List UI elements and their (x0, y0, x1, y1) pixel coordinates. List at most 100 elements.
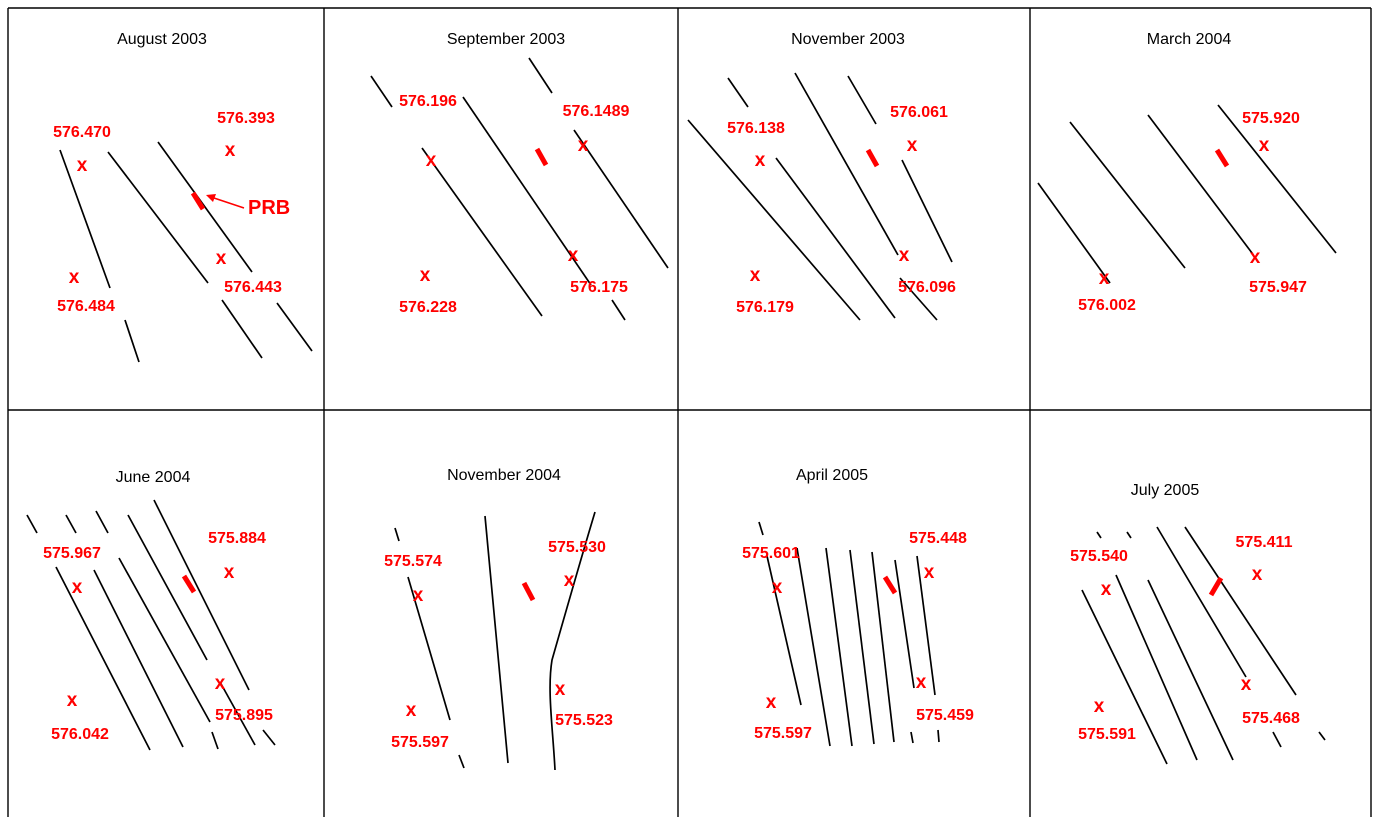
panel-june-2004: June 2004 575.967 x 575.884 x x 576.042 … (26, 469, 276, 751)
prb-pointer-arrow (206, 194, 245, 209)
well-value: 576.042 (51, 726, 109, 743)
well-value: 575.967 (43, 545, 101, 562)
panel-title: April 2005 (796, 467, 868, 484)
well-marker: x (420, 265, 431, 286)
well-value: 575.523 (555, 712, 613, 729)
well-value: 576.393 (217, 110, 275, 127)
well-marker: x (225, 140, 236, 161)
prb-barrier (1214, 148, 1230, 168)
well-marker: x (899, 245, 910, 266)
panel-april-2005: April 2005 575.601 x 575.448 x x 575.597… (742, 467, 974, 747)
prb-barrier (882, 575, 898, 595)
panel-november-2004: November 2004 575.574 x 575.530 x x 575.… (384, 467, 613, 771)
well-value: 575.591 (1078, 726, 1136, 743)
well-value: 575.411 (1236, 534, 1293, 551)
well-labels: 576.196 x 576.1489 x x 576.228 x 576.175 (399, 93, 629, 316)
well-value: 575.597 (391, 734, 449, 751)
well-marker: x (1099, 268, 1110, 289)
well-value: 575.947 (1249, 279, 1307, 296)
prb-label: PRB (248, 197, 290, 219)
contour-lines (26, 499, 276, 751)
panel-title: June 2004 (116, 469, 191, 486)
contour-lines (1081, 526, 1326, 765)
contour-lines (758, 521, 940, 747)
well-labels: 575.920 x x 576.002 x 575.947 (1078, 110, 1307, 314)
well-marker: x (555, 679, 566, 700)
well-marker: x (426, 150, 437, 171)
well-labels: 575.574 x 575.530 x x 575.597 x 575.523 (384, 539, 613, 751)
well-value: 576.175 (570, 279, 628, 296)
panel-title: November 2003 (791, 31, 905, 48)
panel-march-2004: March 2004 575.920 x x 576.002 x 575.947 (1037, 31, 1337, 314)
well-value: 575.540 (1070, 548, 1128, 565)
well-labels: 575.540 x 575.411 x x 575.591 x 575.468 (1070, 534, 1300, 743)
panel-title: September 2003 (447, 31, 565, 48)
well-value: 576.470 (53, 124, 111, 141)
well-marker: x (1259, 135, 1270, 156)
well-marker: x (69, 267, 80, 288)
well-marker: x (215, 673, 226, 694)
prb-barrier (181, 574, 197, 594)
panel-august-2003: August 2003 576.470 x 576.393 x x 576.48… (53, 31, 313, 363)
well-marker: x (1094, 696, 1105, 717)
well-value: 575.601 (742, 545, 800, 562)
well-marker: x (564, 570, 575, 591)
well-value: 576.484 (57, 298, 115, 315)
prb-barrier (865, 148, 880, 168)
panel-title: March 2004 (1147, 31, 1232, 48)
well-value: 575.597 (754, 725, 812, 742)
well-value: 576.1489 (563, 103, 630, 120)
panel-title: November 2004 (447, 467, 561, 484)
well-value: 575.920 (1242, 110, 1300, 127)
well-marker: x (1101, 579, 1112, 600)
well-marker: x (224, 562, 235, 583)
well-value: 575.884 (208, 530, 266, 547)
contour-lines (687, 72, 953, 321)
well-marker: x (924, 562, 935, 583)
well-value: 575.574 (384, 553, 442, 570)
well-value: 576.096 (898, 279, 956, 296)
well-marker: x (77, 155, 88, 176)
contour-lines (370, 57, 669, 321)
well-marker: x (1252, 564, 1263, 585)
well-marker: x (755, 150, 766, 171)
well-marker: x (916, 672, 927, 693)
well-value: 576.196 (399, 93, 457, 110)
well-marker: x (72, 577, 83, 598)
well-value: 576.061 (890, 104, 948, 121)
panel-september-2003: September 2003 576.196 x 576.1489 x x 57… (370, 31, 669, 321)
well-marker: x (413, 585, 424, 606)
panel-november-2003: November 2003 576.138 x 576.061 x x 576.… (687, 31, 956, 321)
well-value: 575.459 (916, 707, 974, 724)
well-value: 576.002 (1078, 297, 1136, 314)
well-marker: x (67, 690, 78, 711)
well-marker: x (772, 577, 783, 598)
contour-lines (59, 141, 313, 363)
prb-barrier (534, 147, 549, 167)
well-labels: 575.967 x 575.884 x x 576.042 x 575.895 (43, 530, 273, 743)
well-labels: 576.138 x 576.061 x x 576.179 x 576.096 (727, 104, 956, 316)
well-labels: 575.601 x 575.448 x x 575.597 x 575.459 (742, 530, 974, 742)
prb-barrier (1208, 576, 1224, 597)
well-marker: x (1241, 674, 1252, 695)
well-value: 576.179 (736, 299, 794, 316)
well-marker: x (578, 135, 589, 156)
well-value: 576.443 (224, 279, 282, 296)
panel-title: August 2003 (117, 31, 207, 48)
panel-july-2005: July 2005 575.540 x 575.411 x x 575.591 … (1070, 482, 1326, 765)
well-marker: x (406, 700, 417, 721)
well-marker: x (907, 135, 918, 156)
well-value: 576.228 (399, 299, 457, 316)
panel-grid (7, 7, 1372, 817)
well-labels: 576.470 x 576.393 x x 576.484 x 576.443 (53, 110, 282, 315)
well-marker: x (750, 265, 761, 286)
well-marker: x (216, 248, 227, 269)
well-marker: x (568, 245, 579, 266)
well-marker: x (766, 692, 777, 713)
well-value: 575.448 (909, 530, 967, 547)
prb-barrier (190, 191, 206, 211)
panel-title: July 2005 (1131, 482, 1200, 499)
contour-lines (394, 511, 596, 771)
well-value: 575.895 (215, 707, 273, 724)
